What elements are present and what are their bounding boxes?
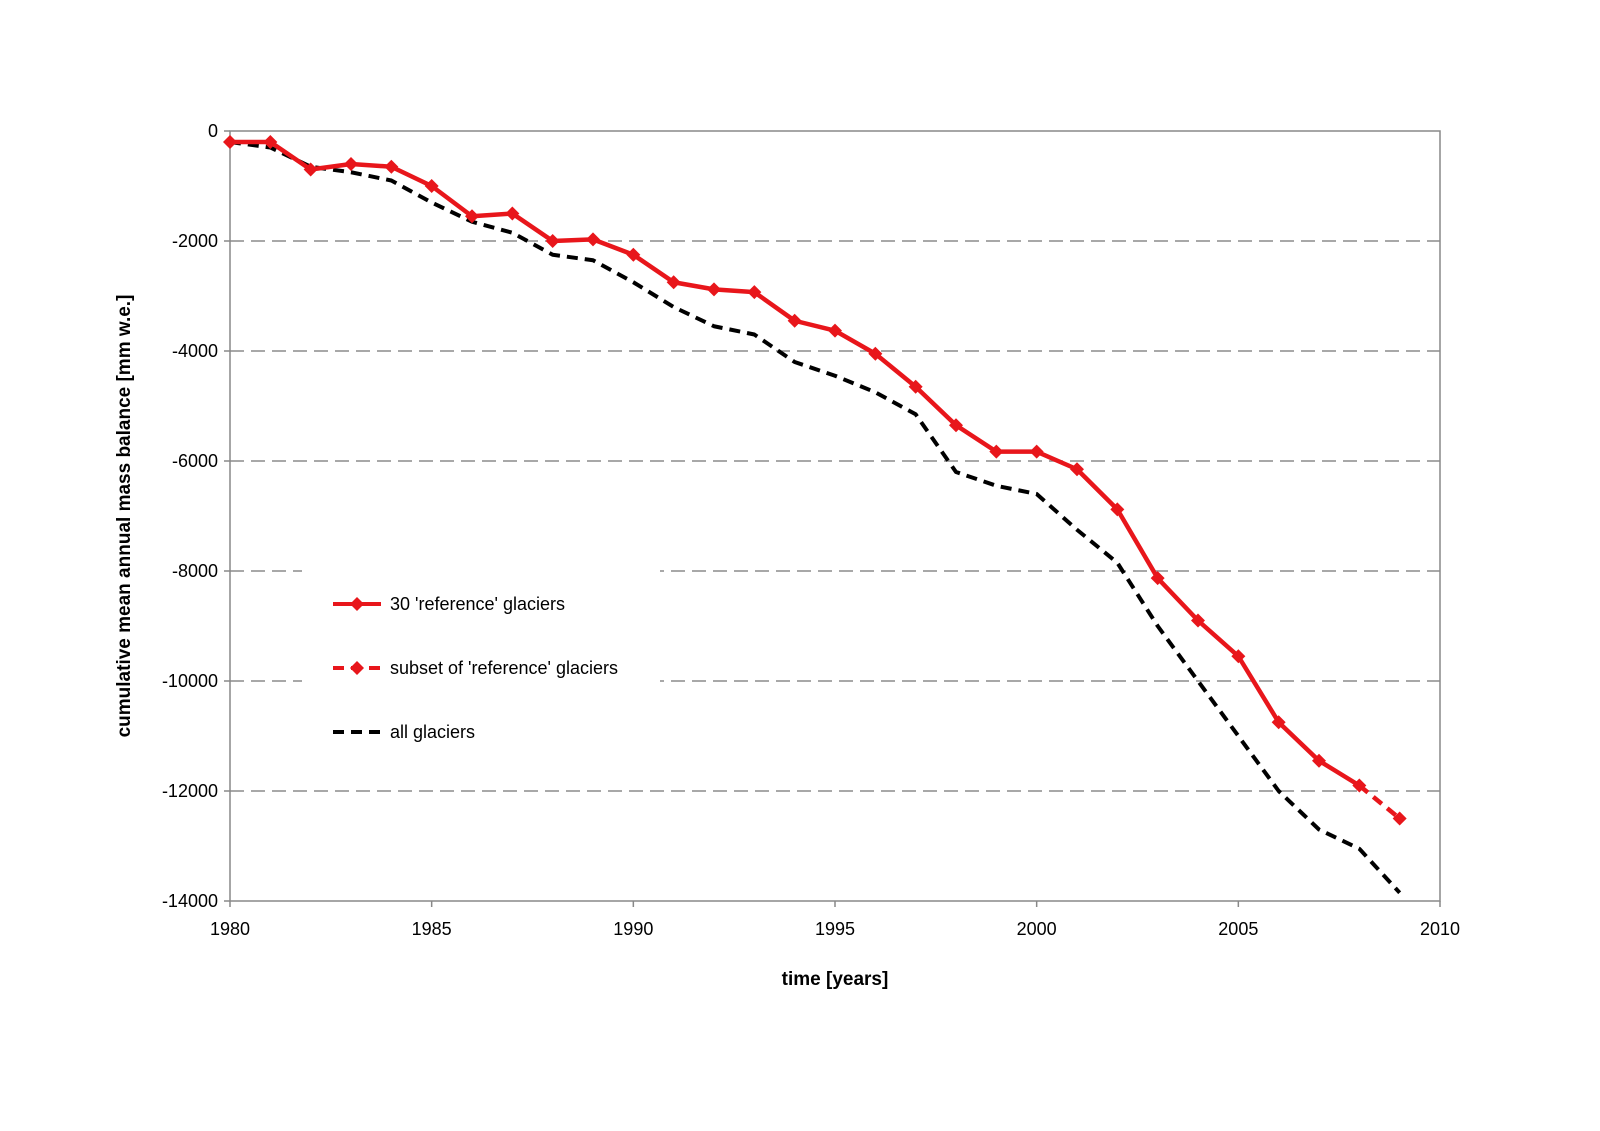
y-tick-label: -2000: [172, 231, 218, 251]
legend-background: [302, 570, 660, 748]
data-point-marker: [545, 234, 560, 248]
data-point-marker: [989, 444, 1004, 459]
data-point-marker: [707, 282, 721, 297]
data-point-marker: [1191, 613, 1205, 628]
data-point-marker: [1110, 502, 1125, 517]
data-point-marker: [666, 275, 681, 290]
x-tick-label: 1985: [412, 919, 452, 939]
data-point-marker: [1352, 778, 1367, 793]
data-point-marker: [424, 179, 439, 193]
data-point-marker: [949, 418, 963, 433]
y-tick-label: -10000: [162, 671, 218, 691]
y-tick-label: -12000: [162, 781, 218, 801]
series-0: [223, 135, 1367, 793]
data-point-marker: [586, 232, 600, 247]
data-point-marker: [908, 379, 923, 394]
x-axis-ticks: 1980 1985 1990 1995 2000 2005 2010: [210, 901, 1460, 939]
legend-label: subset of 'reference' glaciers: [390, 658, 618, 678]
x-tick-label: 1980: [210, 919, 250, 939]
y-tick-label: 0: [208, 121, 218, 141]
series-line: [229, 140, 1402, 895]
y-axis-title: cumulative mean annual mass balance [mm …: [114, 295, 135, 738]
y-tick-label: -6000: [172, 451, 218, 471]
data-point-marker: [223, 135, 237, 149]
x-axis-title: time [years]: [782, 969, 889, 990]
legend-item: 30 'reference' glaciers: [333, 594, 565, 614]
legend-marker: [350, 597, 364, 611]
data-point-marker: [626, 247, 641, 262]
legend-marker: [350, 661, 364, 675]
data-point-marker: [1231, 649, 1246, 664]
y-tick-label: -4000: [172, 341, 218, 361]
data-point-marker: [1070, 462, 1084, 477]
data-point-marker: [505, 206, 520, 221]
data-point-marker: [1271, 715, 1286, 730]
data-point-marker: [1312, 753, 1326, 768]
data-point-marker: [1029, 444, 1044, 459]
series-1: [1357, 783, 1407, 826]
data-point-marker: [787, 313, 802, 328]
x-tick-label: 2010: [1420, 919, 1460, 939]
data-point-marker: [1392, 811, 1407, 826]
legend-item: subset of 'reference' glaciers: [333, 658, 618, 678]
data-point-marker: [344, 157, 358, 171]
x-tick-label: 1995: [815, 919, 855, 939]
x-tick-label: 1990: [613, 919, 653, 939]
legend-label: 30 'reference' glaciers: [390, 594, 565, 614]
data-point-marker: [303, 162, 318, 177]
y-axis-ticks: 0 -2000 -4000 -6000 -8000 -10000 -12000 -14000: [162, 121, 230, 911]
series-2: [229, 140, 1402, 895]
data-point-marker: [384, 159, 399, 174]
data-point-marker: [1150, 571, 1165, 586]
data-point-marker: [828, 323, 842, 338]
data-point-marker: [263, 135, 278, 149]
series-line: [1357, 783, 1402, 821]
y-tick-label: -14000: [162, 891, 218, 911]
x-tick-label: 2000: [1017, 919, 1057, 939]
legend: 30 'reference' glaciers subset of 'refere…: [302, 570, 660, 748]
legend-item: all glaciers: [333, 722, 475, 742]
data-point-marker: [868, 346, 883, 361]
data-point-marker: [747, 285, 762, 300]
y-tick-label: -8000: [172, 561, 218, 581]
plot-area-frame: [229, 130, 1441, 902]
series-layer: [223, 135, 1407, 895]
x-tick-label: 2005: [1218, 919, 1258, 939]
data-point-marker: [465, 209, 479, 224]
legend-label: all glaciers: [390, 722, 475, 742]
